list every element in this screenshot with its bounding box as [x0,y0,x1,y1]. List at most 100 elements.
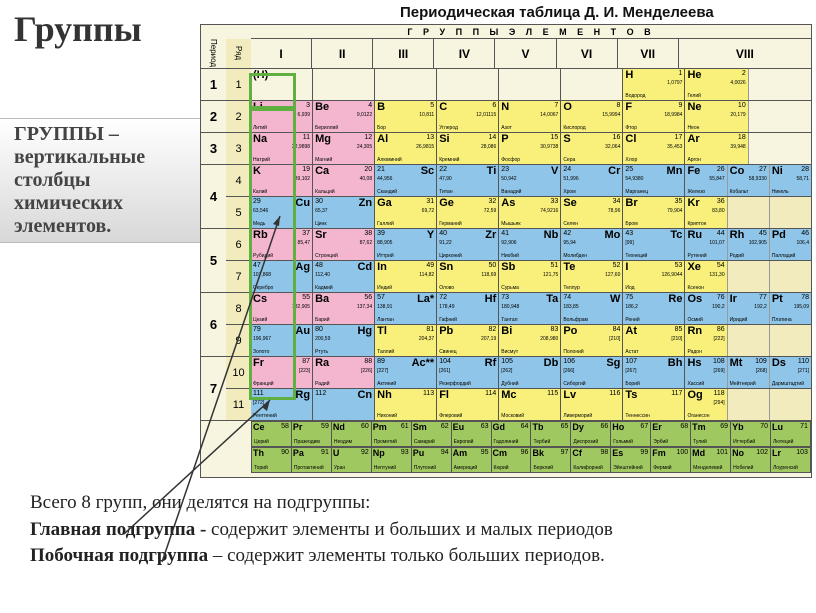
element-Nd: Nd60Неодим [332,421,372,447]
element-empty [728,389,770,420]
element-Yb: Yb70Иттербий [731,421,771,447]
period-3: 3 [201,133,226,165]
element-Rf: Rf104[261]Резерфордий [437,357,499,389]
element-Cl: Cl1735,453Хлор [623,133,685,165]
element-Er: Er68Эрбий [651,421,691,447]
viii-group: Os76190,2ОсмийIr77192,2ИридийPt78195,09П… [685,293,811,325]
element-empty [770,325,811,356]
element-Tl: Tl81204,37Таллий [375,325,437,357]
element-Rn: Rn86[222]Радон [685,325,727,356]
footer-line1: Всего 8 групп, они делятся на подгруппы: [30,490,796,517]
element-Sn: Sn50118,69Олово [437,261,499,293]
row-2: 2 [226,101,251,133]
element-Cd: Cd48112,40Кадмий [313,261,375,293]
element-Hs: Hs108[269]Хассий [685,357,727,388]
element-Cn: Cn112 [313,389,375,421]
period-4: 4 [201,165,226,229]
element-La*: La*57138,91Лантан [375,293,437,325]
element-Dy: Dy66Диспрозий [571,421,611,447]
element-W: W74183,85Вольфрам [561,293,623,325]
chart-title: Периодическая таблица Д. И. Менделеева [400,4,714,21]
row-8: 8 [226,293,251,325]
element-Ta: Ta73180,948Тантал [499,293,561,325]
element-Ar: Ar1839,948Аргон [685,133,748,164]
element-empty [561,69,623,101]
element-Bk: Bk97Берклий [531,447,571,473]
element-Fm: Fm100Фермий [651,447,691,473]
element-Li: Li36,939Литий [251,101,313,133]
group-col-IV: IV [434,39,495,69]
element-empty [728,197,770,228]
element-Lu: Lu71Лютеций [771,421,811,447]
group-col-VI: VI [557,39,618,69]
element-grid: (H)H11,0797ВодородHe24,0026ГелийLi36,939… [251,69,811,421]
element-Lv: Lv116Ливерморий [561,389,623,421]
element-Ra: Ra88[226]Радий [313,357,375,389]
element-Hf: Hf72178,49Гафний [437,293,499,325]
element-empty [437,69,499,101]
element-Si: Si1428,086Кремний [437,133,499,165]
group-col-VII: VII [618,39,679,69]
footer-line2: Главная подгруппа - содержит элементы и … [30,517,796,544]
element-Rh: Rh45102,905Родий [728,229,770,260]
group-col-V: V [495,39,556,69]
element-empty [375,69,437,101]
element-Cu: Cu2963,546Медь [251,197,313,229]
footer-text: Всего 8 групп, они делятся на подгруппы:… [30,490,796,570]
element-Og: Og118[294]Оганесон [685,389,727,420]
element-Tc: Tc43[99]Технеций [623,229,685,261]
element-Es: Es99Эйнштейний [611,447,651,473]
element-Cf: Cf98Калифорний [571,447,611,473]
element-Mn: Mn2554,9380Марганец [623,165,685,197]
element-Ho: Ho67Гольмий [611,421,651,447]
group-col-I: I [251,39,312,69]
hdr-period: Период [201,39,226,69]
element-Nb: Nb4192,906Ниобий [499,229,561,261]
group-columns: IIIIIIIVVVIVIIVIII [251,39,811,69]
element-Pu: Pu94Плутоний [412,447,452,473]
groups-header: Г Р У П П Ы Э Л Е М Е Н Т О В [251,25,811,39]
viii-group: Xe54131,30Ксенон [685,261,811,293]
element-Db: Db105[262]Дубний [499,357,561,389]
element-Ti: Ti2247,90Титан [437,165,499,197]
element-H: H11,0797Водород [623,69,685,101]
element-Ne: Ne1020,179Неон [685,101,748,132]
element-Sc: Sc2144,956Скандий [375,165,437,197]
period-7: 7 [201,357,226,421]
row-7: 7 [226,261,251,293]
element-U: U92Уран [332,447,372,473]
element-Cm: Cm96Кюрий [492,447,532,473]
element-Pr: Pr59Празеодим [292,421,332,447]
viii-group: Rn86[222]Радон [685,325,811,357]
element-Fl: Fl114Флеровий [437,389,499,421]
element-Cs: Cs55132,905Цезий [251,293,313,325]
element-Zn: Zn3065,37Цинк [313,197,375,229]
element-Tb: Tb65Тербий [531,421,571,447]
element-Ge: Ge3272,59Германий [437,197,499,229]
element-He: He24,0026Гелий [685,69,748,100]
period-5: 5 [201,229,226,293]
element-Md: Md101Менделевий [691,447,731,473]
element-Sb: Sb51121,75Сурьма [499,261,561,293]
element-S: S1632,064Сера [561,133,623,165]
element-Rb: Rb3785,47Рубидий [251,229,313,261]
element-Se: Se3478,96Селен [561,197,623,229]
element-Br: Br3579,904Бром [623,197,685,229]
element-Th: Th90Торий [251,447,292,473]
element-At: At85[210]Астат [623,325,685,357]
element-As: As3374,9216Мышьяк [499,197,561,229]
footer-line3: Побочная подгруппа – содержит элементы т… [30,543,796,570]
slide-title: Группы [14,8,142,50]
element-K: K1939,102Калий [251,165,313,197]
element-Po: Po84[210]Полоний [561,325,623,357]
element-Fr: Fr87[223]Франций [251,357,313,389]
element-Be: Be49,0122Бериллий [313,101,375,133]
element-Ca: Ca2040,08Кальций [313,165,375,197]
row-4: 4 [226,165,251,197]
element-Cr: Cr2451,996Хром [561,165,623,197]
element-Ag: Ag47107,868Серебро [251,261,313,293]
element-Au: Au79196,967Золото [251,325,313,357]
viii-group: Ar1839,948Аргон [685,133,811,165]
period-2: 2 [201,101,226,133]
element-Ce: Ce58Церий [251,421,292,447]
